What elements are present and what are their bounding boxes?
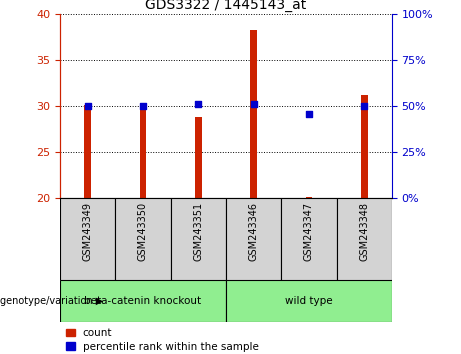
Text: beta-catenin knockout: beta-catenin knockout xyxy=(84,296,201,306)
Text: GSM243351: GSM243351 xyxy=(193,202,203,262)
Point xyxy=(305,111,313,116)
Bar xyxy=(250,30,257,198)
Bar xyxy=(171,198,226,280)
Text: GSM243350: GSM243350 xyxy=(138,202,148,262)
Bar xyxy=(84,105,91,198)
Bar xyxy=(226,198,281,280)
Point xyxy=(139,103,147,109)
Text: GSM243346: GSM243346 xyxy=(248,202,259,261)
Bar xyxy=(115,198,171,280)
Bar xyxy=(361,95,367,198)
Point xyxy=(84,103,91,109)
Point xyxy=(361,103,368,109)
Title: GDS3322 / 1445143_at: GDS3322 / 1445143_at xyxy=(145,0,307,12)
Bar xyxy=(195,117,201,198)
Legend: count, percentile rank within the sample: count, percentile rank within the sample xyxy=(65,327,260,353)
Text: wild type: wild type xyxy=(285,296,333,306)
Bar xyxy=(60,198,115,280)
Point xyxy=(195,102,202,107)
Bar xyxy=(337,198,392,280)
Bar xyxy=(140,106,146,198)
Bar xyxy=(281,198,337,280)
Text: genotype/variation ▶: genotype/variation ▶ xyxy=(0,296,103,306)
Bar xyxy=(60,280,226,322)
Text: GSM243348: GSM243348 xyxy=(359,202,369,261)
Text: GSM243347: GSM243347 xyxy=(304,202,314,262)
Bar xyxy=(226,280,392,322)
Bar xyxy=(306,197,312,198)
Text: GSM243349: GSM243349 xyxy=(83,202,93,261)
Point xyxy=(250,102,257,107)
